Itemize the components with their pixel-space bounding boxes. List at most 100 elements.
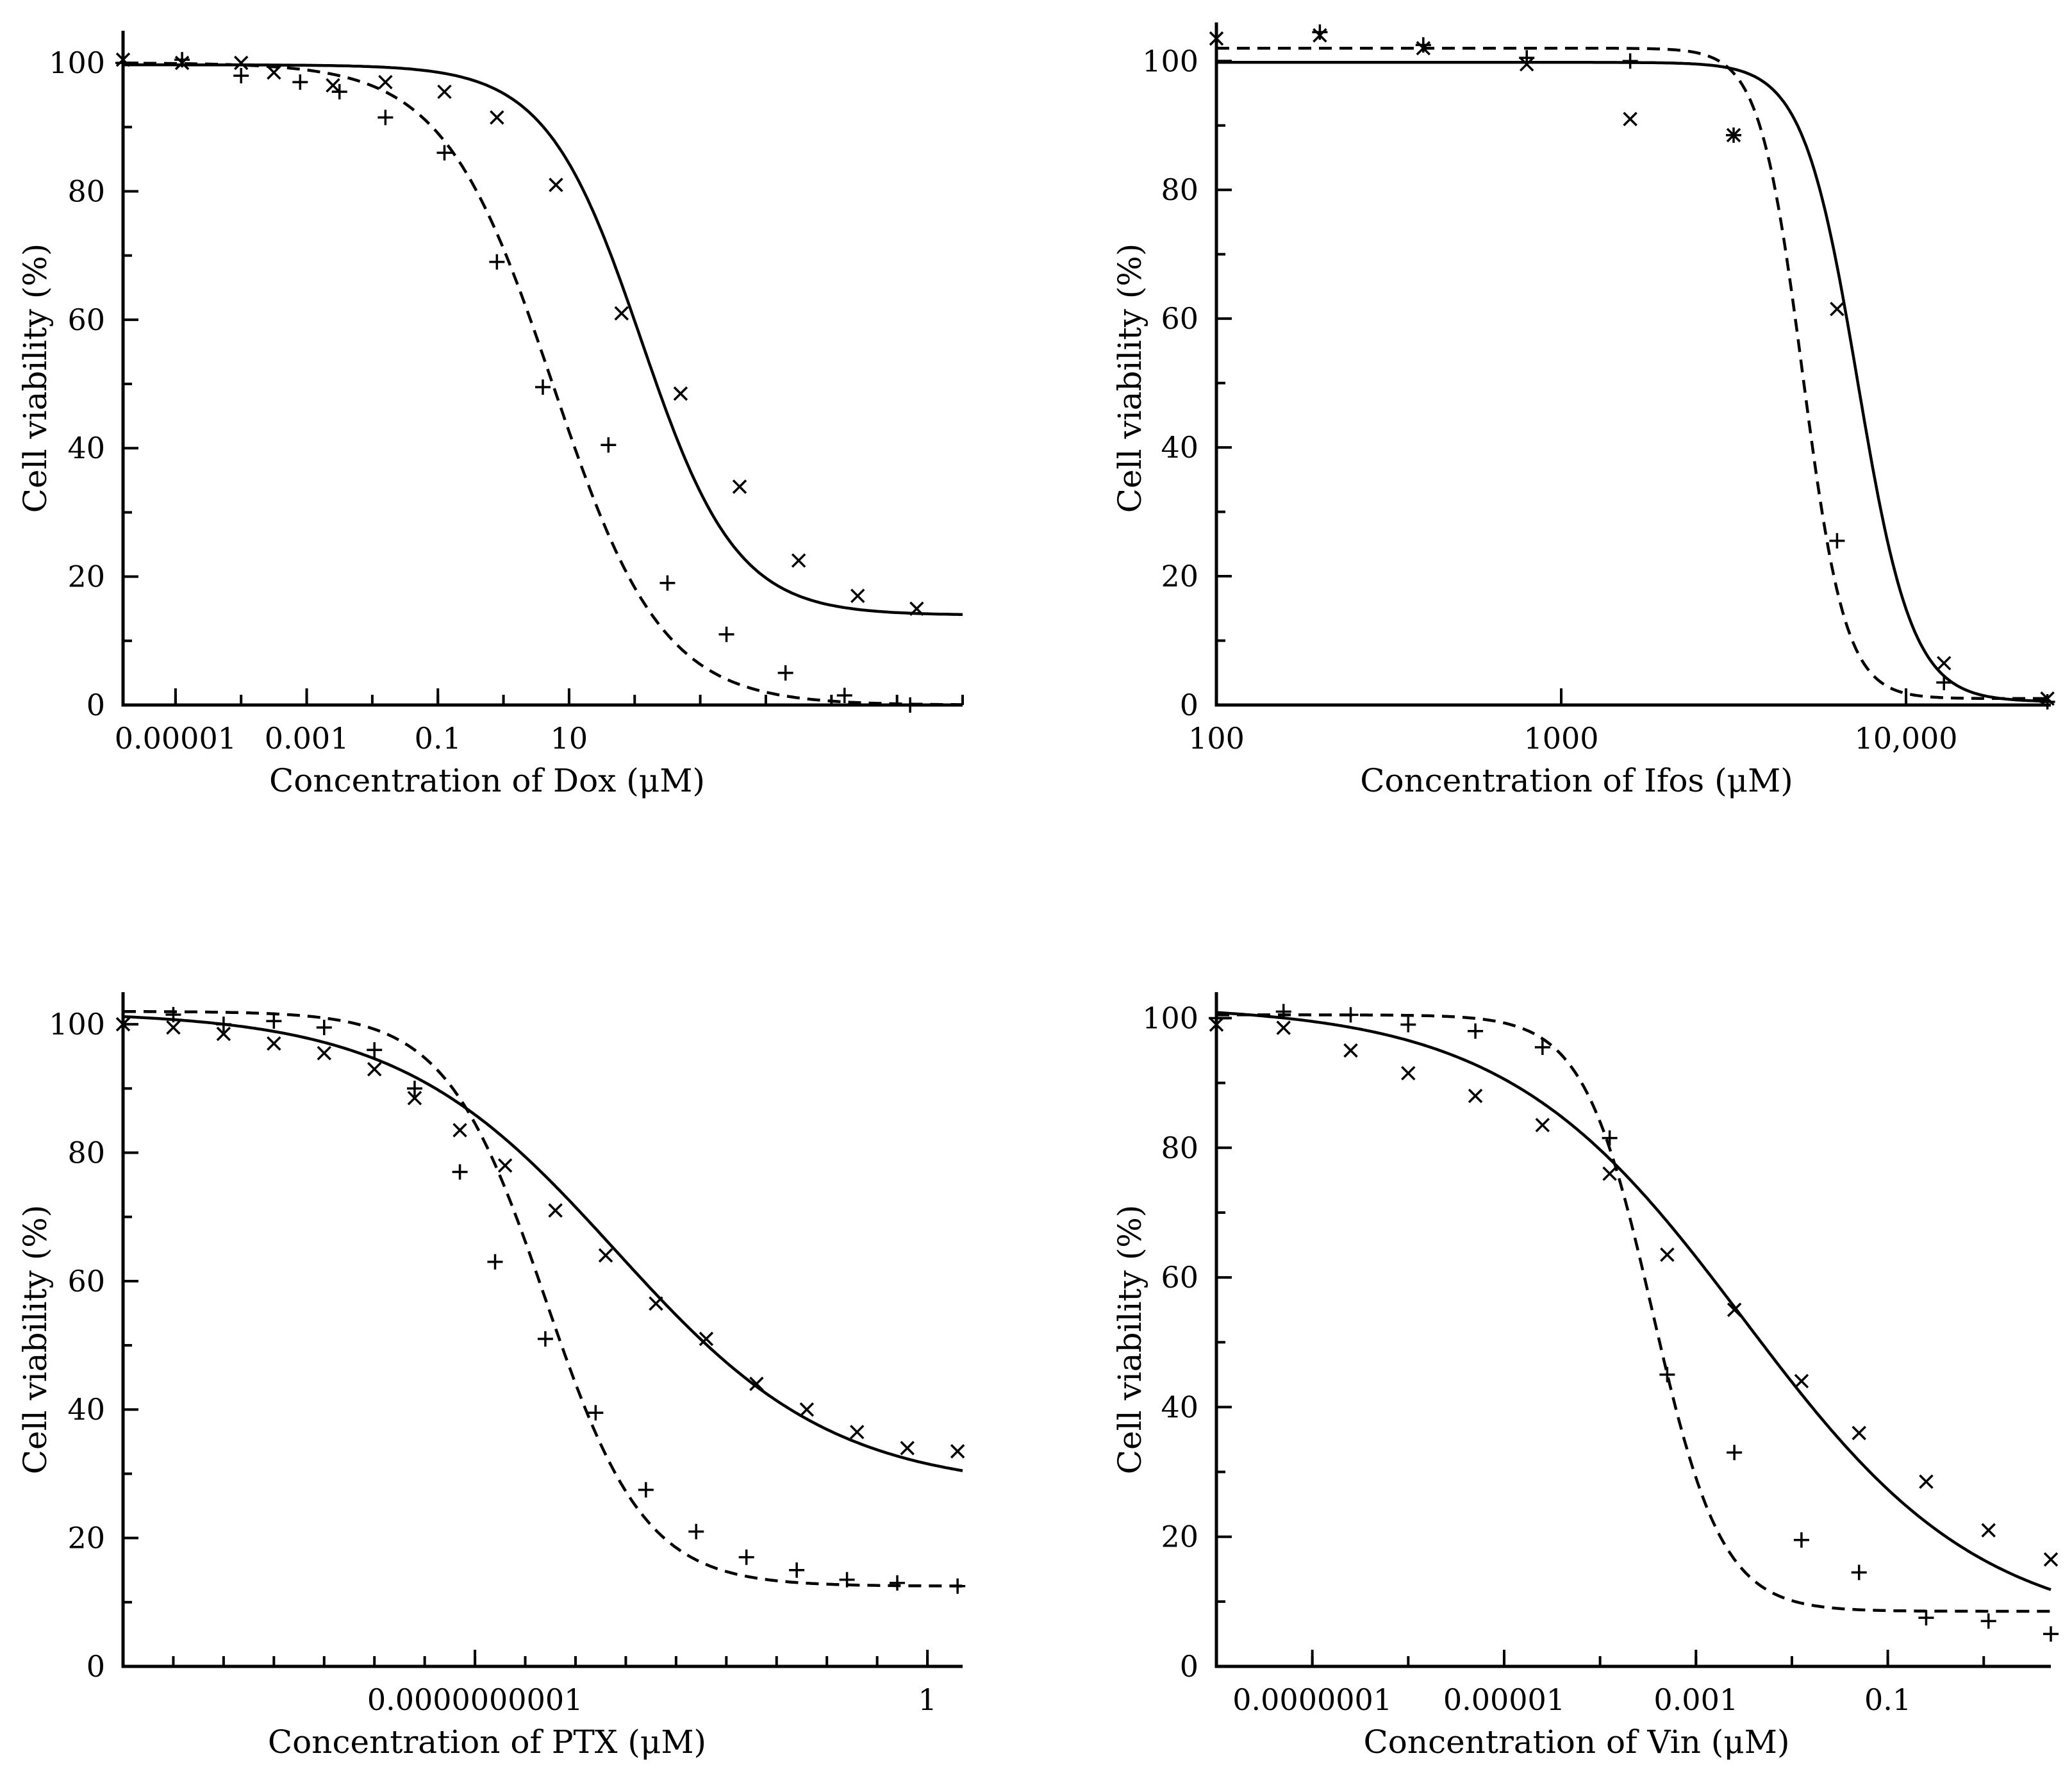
y-tick-label: 100: [49, 1007, 105, 1042]
data-point-plus: [1980, 1613, 1996, 1629]
y-tick-label: 60: [67, 1264, 105, 1299]
data-point-x: [216, 1026, 231, 1042]
data-point-x: [452, 1123, 467, 1138]
data-point-x: [1919, 1474, 1934, 1489]
data-point-x: [614, 306, 629, 321]
data-point-plus: [839, 1572, 855, 1588]
axes-frame: [1214, 992, 2051, 1668]
data-point-x: [497, 1158, 513, 1173]
x-tick-label: 0.0000001: [1232, 1682, 1392, 1717]
x-axis-label: Concentration of PTX (μM): [268, 1723, 706, 1761]
data-point-x: [699, 1331, 714, 1347]
data-point-plus: [1415, 37, 1431, 53]
data-point-plus: [316, 1020, 332, 1036]
y-tick-label: 0: [87, 1649, 105, 1684]
axes-frame: [1214, 22, 2051, 707]
data-point-plus: [489, 254, 505, 270]
data-point-plus: [2043, 1626, 2059, 1642]
y-tick-label: 20: [67, 1521, 105, 1556]
data-point-x: [1727, 1302, 1742, 1317]
y-tick-label: 40: [1161, 1390, 1198, 1424]
data-point-x: [1981, 1523, 1996, 1538]
fit-curve-dashed: [123, 62, 963, 706]
data-point-x: [1401, 1066, 1416, 1081]
axes-frame: [121, 992, 963, 1668]
x-tick-label: 0.0000000001: [367, 1682, 583, 1717]
data-point-x: [900, 1441, 915, 1456]
data-point-plus: [436, 145, 452, 161]
y-axis-label: Cell viability (%): [17, 1205, 54, 1475]
y-tick-label: 100: [49, 46, 105, 80]
data-point-x: [115, 1017, 131, 1032]
x-axis-label: Concentration of Dox (μM): [269, 762, 705, 799]
panel-ifos: Concentration of Ifos (μM) Cell viabilit…: [1111, 22, 2055, 799]
x-axis-label: Concentration of Ifos (μM): [1360, 762, 1793, 799]
data-point-plus: [688, 1523, 704, 1539]
data-point-plus: [1918, 1610, 1934, 1626]
data-point-plus: [1534, 1039, 1550, 1055]
y-tick-label: 20: [1161, 1520, 1198, 1554]
y-axis-label: Cell viability (%): [17, 244, 54, 513]
data-point-x: [791, 553, 806, 568]
data-point-plus: [1312, 24, 1328, 40]
y-tick-label: 80: [1161, 1131, 1198, 1165]
data-point-x: [317, 1045, 332, 1061]
fit-curve-solid: [1216, 1011, 2051, 1591]
data-point-plus: [789, 1562, 805, 1578]
data-point-plus: [1400, 1017, 1416, 1033]
data-point-x: [673, 386, 688, 401]
data-point-plus: [377, 110, 394, 126]
data-point-plus: [950, 1578, 966, 1594]
data-point-x: [1852, 1425, 1866, 1441]
data-point-x: [2043, 1552, 2059, 1567]
y-tick-label: 100: [1142, 1000, 1198, 1035]
data-point-x: [950, 1444, 965, 1459]
data-point-x: [909, 601, 924, 616]
x-tick-label: 0.001: [1653, 1682, 1738, 1717]
x-tick-label: 0.1: [1864, 1682, 1911, 1717]
y-tick-label: 20: [67, 560, 105, 594]
data-point-plus: [1659, 1366, 1675, 1382]
data-point-plus: [537, 1331, 553, 1347]
data-point-x: [1602, 1166, 1617, 1181]
data-point-x: [1660, 1247, 1675, 1262]
data-point-plus: [777, 665, 793, 681]
data-point-plus: [1936, 674, 1952, 690]
data-point-x: [1343, 1043, 1358, 1058]
y-tick-label: 80: [67, 1135, 105, 1170]
data-point-plus: [266, 1013, 282, 1029]
y-axis-label: Cell viability (%): [1111, 1205, 1148, 1475]
data-point-plus: [1209, 1010, 1224, 1026]
data-point-plus: [115, 55, 131, 71]
y-tick-label: 60: [1161, 301, 1198, 336]
data-point-x: [749, 1376, 764, 1391]
fit-curve-solid: [122, 1015, 963, 1472]
x-tick-label: 1: [918, 1682, 936, 1717]
data-point-plus: [588, 1405, 604, 1421]
data-point-x: [1794, 1373, 1809, 1389]
data-point-x: [166, 1020, 181, 1035]
x-tick-label: 10,000: [1855, 721, 1958, 756]
data-point-x: [1535, 1118, 1550, 1133]
x-tick-label: 0.1: [415, 721, 461, 756]
data-point-x: [1936, 656, 1952, 670]
x-tick-label: 10: [551, 721, 588, 756]
data-point-plus: [1726, 127, 1742, 143]
y-tick-label: 60: [1161, 1260, 1198, 1295]
y-tick-label: 20: [1161, 559, 1198, 593]
x-tick-label: 0.001: [265, 721, 349, 756]
axes-frame: [121, 31, 963, 707]
data-point-plus: [165, 1007, 181, 1023]
data-point-plus: [292, 74, 308, 90]
data-point-plus: [1622, 53, 1638, 69]
data-point-x: [1276, 1020, 1291, 1035]
data-point-plus: [1829, 533, 1845, 549]
data-point-plus: [331, 84, 347, 100]
x-tick-label: 100: [1188, 721, 1245, 756]
data-point-plus: [1793, 1532, 1809, 1548]
y-tick-label: 40: [67, 431, 105, 465]
data-point-x: [367, 1061, 382, 1077]
data-point-x: [1468, 1088, 1483, 1104]
data-point-plus: [367, 1042, 383, 1058]
